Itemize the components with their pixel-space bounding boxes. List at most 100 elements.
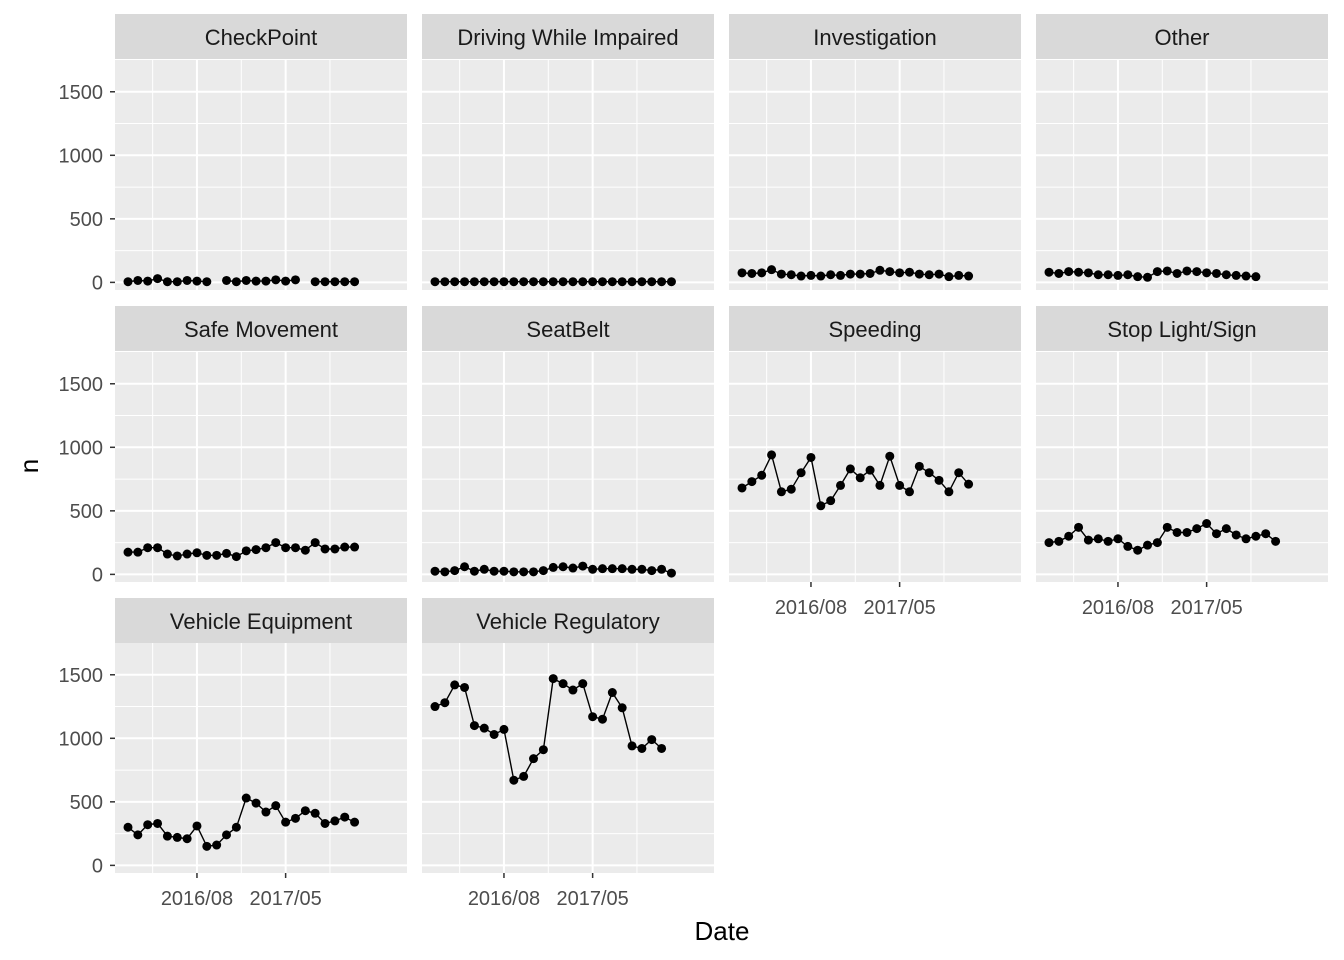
- data-point: [845, 269, 855, 279]
- panel-background: [422, 60, 714, 290]
- data-point: [757, 470, 767, 480]
- data-point: [290, 813, 300, 823]
- data-point: [796, 271, 806, 281]
- facet-strip: [422, 14, 714, 59]
- data-point: [499, 566, 509, 576]
- facet-strip-label: Vehicle Equipment: [170, 609, 352, 634]
- facet-panel: Investigation: [729, 14, 1021, 290]
- data-point: [588, 564, 598, 574]
- data-point: [529, 754, 539, 764]
- x-tick-label: 2017/05: [556, 888, 628, 910]
- data-point: [934, 475, 944, 485]
- data-point: [904, 487, 914, 497]
- data-point: [1093, 534, 1103, 544]
- panel-background: [422, 643, 714, 873]
- data-point: [350, 817, 360, 827]
- data-point: [261, 276, 271, 286]
- facet-strip-label: SeatBelt: [526, 317, 609, 342]
- data-point: [320, 544, 330, 554]
- data-point: [1044, 267, 1054, 277]
- x-tick-label: 2016/08: [775, 597, 847, 619]
- data-point: [479, 723, 489, 733]
- data-point: [1103, 270, 1113, 280]
- data-point: [617, 277, 627, 287]
- data-point: [647, 277, 657, 287]
- data-point: [786, 484, 796, 494]
- data-point: [172, 551, 182, 561]
- data-point: [816, 271, 826, 281]
- data-point: [1123, 541, 1133, 551]
- data-point: [1152, 538, 1162, 548]
- data-point: [806, 270, 816, 280]
- data-point: [281, 817, 291, 827]
- data-point: [320, 277, 330, 287]
- facet-panel: Speeding 2016/08 2017/05: [729, 306, 1021, 619]
- data-point: [1054, 268, 1064, 278]
- data-point: [538, 277, 548, 287]
- data-point: [300, 806, 310, 816]
- data-point: [231, 552, 241, 562]
- data-point: [836, 270, 846, 280]
- data-point: [1064, 267, 1074, 277]
- data-point: [865, 268, 875, 278]
- data-point: [192, 276, 202, 286]
- data-point: [1083, 268, 1093, 278]
- data-point: [1182, 527, 1192, 537]
- data-point: [1241, 271, 1251, 281]
- data-point: [1192, 267, 1202, 277]
- y-tick-label: 1500: [59, 82, 104, 104]
- data-point: [310, 538, 320, 548]
- data-point: [202, 841, 212, 851]
- data-point: [143, 276, 153, 286]
- data-point: [310, 808, 320, 818]
- data-point: [143, 820, 153, 830]
- data-point: [1162, 522, 1172, 532]
- data-point: [1241, 534, 1251, 544]
- data-point: [1103, 536, 1113, 546]
- facet-strip-label: Vehicle Regulatory: [476, 609, 659, 634]
- data-point: [281, 276, 291, 286]
- data-point: [1261, 529, 1271, 539]
- data-point: [271, 275, 281, 285]
- panel-background: [729, 60, 1021, 290]
- panel-background: [422, 352, 714, 582]
- data-point: [885, 451, 895, 461]
- series-line: [434, 677, 663, 782]
- facet-panel: Vehicle Regulatory 2016/08 2017/05: [422, 598, 714, 910]
- data-point: [440, 698, 450, 708]
- panel-background: [729, 352, 1021, 582]
- data-point: [568, 563, 578, 573]
- data-point: [855, 473, 865, 483]
- data-point: [568, 277, 578, 287]
- y-tick-label: 0: [92, 855, 103, 877]
- data-point: [1202, 268, 1212, 278]
- data-point: [271, 801, 281, 811]
- data-point: [767, 265, 777, 275]
- data-point: [538, 566, 548, 576]
- data-point: [340, 812, 350, 822]
- data-point: [1221, 270, 1231, 280]
- data-point: [340, 277, 350, 287]
- data-point: [172, 832, 182, 842]
- data-point: [647, 566, 657, 576]
- data-point: [290, 275, 300, 285]
- data-point: [558, 562, 568, 572]
- data-point: [895, 268, 905, 278]
- data-point: [617, 703, 627, 713]
- data-point: [845, 464, 855, 474]
- facet-panel: CheckPoint 0 500 1000 1500: [59, 14, 407, 294]
- data-point: [607, 277, 617, 287]
- data-point: [143, 543, 153, 553]
- facet-strip-label: Other: [1154, 25, 1209, 50]
- data-point: [597, 714, 607, 724]
- data-point: [529, 567, 539, 577]
- data-point: [747, 268, 757, 278]
- facet-strip-label: Investigation: [813, 25, 937, 50]
- data-point: [964, 479, 974, 489]
- data-point: [767, 450, 777, 460]
- x-tick-label: 2016/08: [1082, 597, 1154, 619]
- data-point: [747, 477, 757, 487]
- data-point: [440, 277, 450, 287]
- data-point: [657, 743, 667, 753]
- facet-strip: [422, 306, 714, 351]
